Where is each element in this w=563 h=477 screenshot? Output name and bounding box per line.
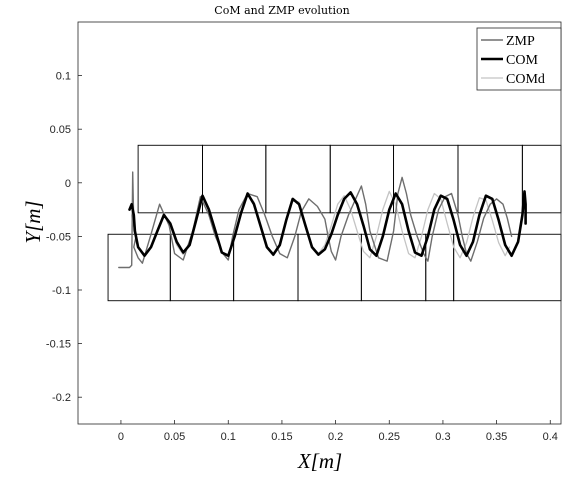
plot-area-frame: [77, 21, 562, 425]
y-tick-label: 0.1: [56, 71, 71, 83]
x-tick-label: 0.15: [271, 431, 292, 443]
y-tick-label: 0: [65, 178, 71, 190]
x-tick-label: 0.25: [379, 431, 400, 443]
footstep-upper-3: [329, 144, 395, 214]
x-axis-label: X[m]: [297, 449, 342, 473]
x-tick-label: 0.35: [486, 431, 507, 443]
legend-label-com: COM: [506, 53, 538, 68]
series-com: [128, 190, 527, 257]
x-tick-label: 0.3: [435, 431, 450, 443]
x-tick-label: 0.05: [164, 431, 185, 443]
y-tick-label: 0.05: [50, 124, 71, 136]
footstep-lower-4: [360, 233, 427, 302]
y-tick-label: -0.1: [52, 285, 71, 297]
footstep-upper-6: [521, 144, 562, 214]
x-tick-label: 0.1: [221, 431, 236, 443]
x-tick-label: 0.4: [543, 431, 558, 443]
x-tick-label: 0.2: [328, 431, 343, 443]
series-lines: [118, 171, 527, 269]
y-axis-label: Y[m]: [21, 200, 45, 243]
footstep-upper-0: [137, 144, 203, 214]
y-ticks: -0.2 -0.15 -0.1 -0.05 0 0.05 0.1: [46, 71, 82, 404]
x-ticks: 0 0.05 0.1 0.15 0.2 0.25 0.3 0.35 0.4: [118, 420, 558, 443]
legend-label-comd: COMd: [506, 72, 545, 87]
footstep-lower-5: [425, 233, 455, 302]
x-tick-label: 0: [118, 431, 124, 443]
y-tick-label: -0.05: [46, 231, 71, 243]
legend: ZMP COM COMd: [476, 27, 562, 91]
footstep-lower-6: [453, 233, 562, 302]
legend-label-zmp: ZMP: [506, 34, 535, 49]
y-tick-label: -0.2: [52, 392, 71, 404]
footstep-rectangles: [107, 144, 562, 302]
chart-title: CoM and ZMP evolution: [214, 4, 349, 17]
footstep-upper-1: [202, 144, 267, 214]
footstep-upper-5: [457, 144, 523, 214]
series-zmp: [118, 171, 513, 269]
footstep-lower-1: [169, 233, 235, 302]
footstep-lower-0: [107, 233, 171, 302]
y-tick-label: -0.15: [46, 339, 71, 351]
